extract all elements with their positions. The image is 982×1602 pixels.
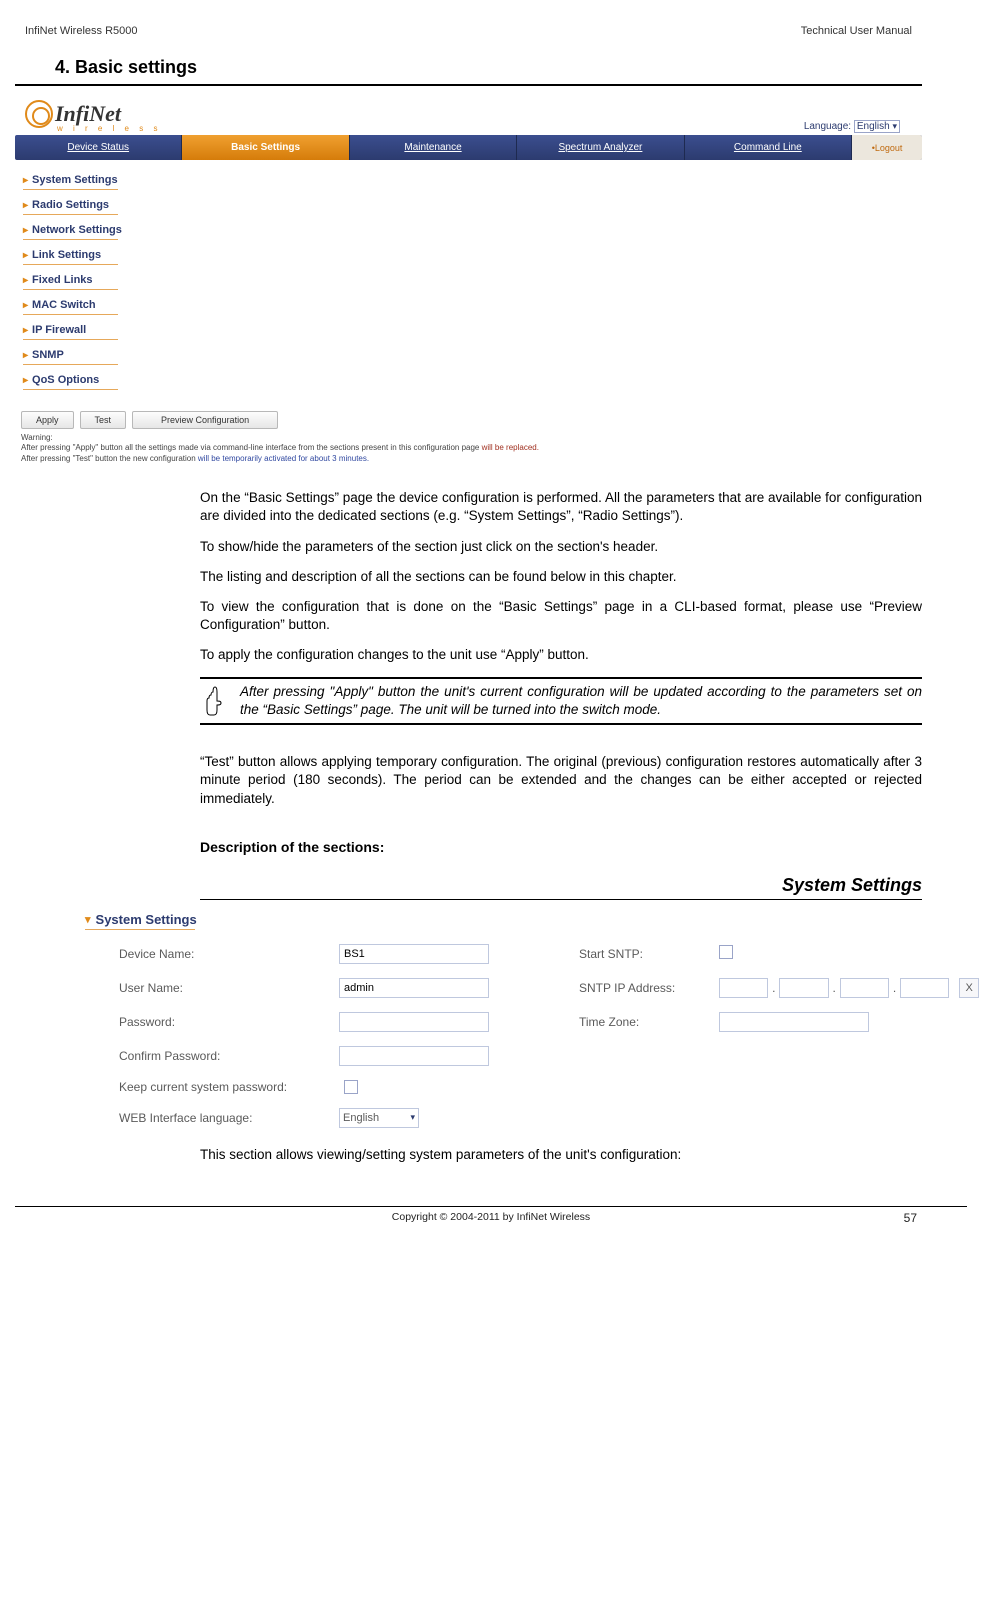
label-user-name: User Name: <box>119 981 339 995</box>
sidebar: ▸ System Settings ▸ Radio Settings ▸ Networ… <box>15 160 922 399</box>
sidebar-item-label: Radio Settings <box>32 199 109 211</box>
doc-title-right: Technical User Manual <box>801 25 912 37</box>
ip-octet-1[interactable] <box>719 978 768 998</box>
system-settings-title: System Settings <box>200 873 922 897</box>
time-zone-input[interactable] <box>719 1012 869 1032</box>
sidebar-item-snmp[interactable]: ▸ SNMP <box>23 345 143 363</box>
doc-title-left: InfiNet Wireless R5000 <box>25 25 138 37</box>
web-language-select[interactable]: English ▾ <box>339 1108 419 1128</box>
hand-point-icon <box>200 683 228 719</box>
ip-octet-2[interactable] <box>779 978 828 998</box>
device-name-input[interactable] <box>339 944 489 964</box>
tab-device-status[interactable]: Device Status <box>15 135 182 160</box>
heading-rule <box>15 84 922 86</box>
chevron-down-icon: ▾ <box>892 121 897 131</box>
chevron-down-icon: ▾ <box>410 1112 415 1123</box>
label-sntp-ip: SNTP IP Address: <box>579 981 719 995</box>
preview-configuration-button[interactable]: Preview Configuration <box>132 411 278 429</box>
label-start-sntp: Start SNTP: <box>579 947 719 961</box>
panel-header-system-settings[interactable]: ▾ System Settings <box>85 912 922 929</box>
warning-line-1a: After pressing "Apply" button all the se… <box>21 443 482 452</box>
user-name-input[interactable] <box>339 978 489 998</box>
sidebar-item-label: Link Settings <box>32 249 101 261</box>
label-time-zone: Time Zone: <box>579 1015 719 1029</box>
warning-text: Warning: After pressing "Apply" button a… <box>21 433 922 464</box>
logout-link[interactable]: •Logout <box>852 135 922 160</box>
sntp-ip-input[interactable]: . . . X <box>719 978 979 998</box>
caret-right-icon: ▸ <box>23 200 28 211</box>
note-callout: After pressing "Apply" button the unit's… <box>200 677 922 725</box>
sidebar-item-label: System Settings <box>32 174 118 186</box>
language-label: Language: <box>804 121 851 132</box>
sidebar-item-qos-options[interactable]: ▸ QoS Options <box>23 370 143 388</box>
warning-title: Warning: <box>21 433 922 443</box>
start-sntp-checkbox[interactable] <box>719 945 733 959</box>
tab-spectrum-analyzer[interactable]: Spectrum Analyzer <box>517 135 684 160</box>
sidebar-item-label: IP Firewall <box>32 324 86 336</box>
main-navbar: Device Status Basic Settings Maintenance… <box>15 135 922 160</box>
ip-octet-3[interactable] <box>840 978 889 998</box>
page-number: 57 <box>904 1211 917 1225</box>
tab-command-line[interactable]: Command Line <box>685 135 852 160</box>
sidebar-item-system-settings[interactable]: ▸ System Settings <box>23 170 143 188</box>
caret-down-icon: ▾ <box>85 913 91 926</box>
caret-right-icon: ▸ <box>23 250 28 261</box>
para-test: “Test” button allows applying temporary … <box>200 753 922 808</box>
caret-right-icon: ▸ <box>23 350 28 361</box>
sidebar-item-link-settings[interactable]: ▸ Link Settings <box>23 245 143 263</box>
label-keep-password: Keep current system password: <box>119 1080 334 1094</box>
para-intro: On the “Basic Settings” page the device … <box>200 489 922 525</box>
sidebar-item-ip-firewall[interactable]: ▸ IP Firewall <box>23 320 143 338</box>
logo-tagline: w i r e l e s s <box>57 124 161 133</box>
clear-ip-button[interactable]: X <box>959 978 979 998</box>
keep-password-checkbox[interactable] <box>344 1080 358 1094</box>
sidebar-item-label: Network Settings <box>32 224 122 236</box>
para-listing: The listing and description of all the s… <box>200 568 922 586</box>
description-heading: Description of the sections: <box>200 838 922 857</box>
note-text: After pressing "Apply" button the unit's… <box>240 683 922 719</box>
screenshot-basic-settings: InfiNet w i r e l e s s Language: Englis… <box>15 94 922 464</box>
para-system-intro: This section allows viewing/setting syst… <box>200 1146 922 1164</box>
footer-copyright: Copyright © 2004-2011 by InfiNet Wireles… <box>392 1211 590 1223</box>
system-settings-rule <box>200 899 922 900</box>
warning-line-1b: will be replaced. <box>482 443 539 452</box>
language-value: English <box>857 121 890 132</box>
sidebar-item-label: SNMP <box>32 349 64 361</box>
password-input[interactable] <box>339 1012 489 1032</box>
sidebar-item-label: MAC Switch <box>32 299 96 311</box>
para-apply: To apply the configuration changes to th… <box>200 646 922 664</box>
language-selector[interactable]: Language: English ▾ <box>804 120 900 133</box>
chapter-heading: 4. Basic settings <box>55 57 922 78</box>
sidebar-item-mac-switch[interactable]: ▸ MAC Switch <box>23 295 143 313</box>
apply-button[interactable]: Apply <box>21 411 74 429</box>
caret-right-icon: ▸ <box>23 300 28 311</box>
confirm-password-input[interactable] <box>339 1046 489 1066</box>
label-web-lang: WEB Interface language: <box>119 1111 339 1125</box>
caret-right-icon: ▸ <box>23 275 28 286</box>
label-password: Password: <box>119 1015 339 1029</box>
caret-right-icon: ▸ <box>23 225 28 236</box>
logo-icon <box>25 100 53 128</box>
sidebar-item-label: Fixed Links <box>32 274 93 286</box>
para-showhide: To show/hide the parameters of the secti… <box>200 538 922 556</box>
panel-title: System Settings <box>96 912 197 927</box>
label-device-name: Device Name: <box>119 947 339 961</box>
sidebar-item-label: QoS Options <box>32 374 99 386</box>
sidebar-item-network-settings[interactable]: ▸ Network Settings <box>23 220 143 238</box>
sidebar-item-fixed-links[interactable]: ▸ Fixed Links <box>23 270 143 288</box>
web-language-value: English <box>343 1112 379 1124</box>
warning-line-2b: will be temporarily activated for about … <box>198 454 369 463</box>
test-button[interactable]: Test <box>80 411 127 429</box>
tab-maintenance[interactable]: Maintenance <box>350 135 517 160</box>
caret-right-icon: ▸ <box>23 175 28 186</box>
sidebar-item-radio-settings[interactable]: ▸ Radio Settings <box>23 195 143 213</box>
caret-right-icon: ▸ <box>23 375 28 386</box>
label-confirm-password: Confirm Password: <box>119 1049 339 1063</box>
warning-line-2a: After pressing "Test" button the new con… <box>21 454 198 463</box>
caret-right-icon: ▸ <box>23 325 28 336</box>
screenshot-system-settings: ▾ System Settings Device Name: Start SNT… <box>85 912 922 1128</box>
ip-octet-4[interactable] <box>900 978 949 998</box>
para-preview: To view the configuration that is done o… <box>200 598 922 634</box>
tab-basic-settings[interactable]: Basic Settings <box>182 135 349 160</box>
